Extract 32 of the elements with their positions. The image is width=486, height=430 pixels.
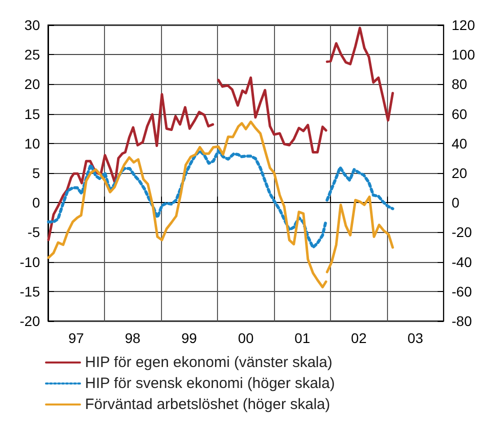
y2-tick-label: -80 xyxy=(452,313,472,329)
y-tick-label: -15 xyxy=(20,283,40,300)
x-tick-label: 02 xyxy=(351,330,367,346)
y2-tick-label: 0 xyxy=(452,194,460,211)
y2-tick-label: 60 xyxy=(452,106,468,122)
y2-tick-label: -60 xyxy=(452,283,472,300)
y2-tick-label: -40 xyxy=(452,254,472,270)
y-tick-label: 10 xyxy=(24,135,40,152)
y-tick-label: 30 xyxy=(24,17,40,33)
x-tick-label: 01 xyxy=(294,330,310,346)
y2-tick-label: -20 xyxy=(452,224,472,240)
y2-tick-label: 40 xyxy=(452,135,468,152)
x-tick-label: 98 xyxy=(124,330,141,346)
x-tick-label: 97 xyxy=(68,330,84,346)
y2-tick-label: 20 xyxy=(452,165,468,181)
y-tick-label: 20 xyxy=(24,76,40,92)
y-tick-label: 5 xyxy=(32,165,40,181)
y2-tick-label: 80 xyxy=(452,76,468,92)
legend-label: Förväntad arbetslöshet (höger skala) xyxy=(85,396,330,413)
x-tick-label: 99 xyxy=(181,330,198,346)
y-tick-label: 0 xyxy=(32,194,40,211)
y2-tick-label: 100 xyxy=(452,46,476,63)
y-tick-label: -20 xyxy=(20,313,40,329)
legend-label: HIP för egen ekonomi (vänster skala) xyxy=(85,354,332,371)
y-tick-label: -10 xyxy=(20,254,40,270)
x-tick-label: 00 xyxy=(238,330,254,346)
y-tick-label: 15 xyxy=(24,106,40,122)
y-tick-label: -5 xyxy=(28,224,40,240)
x-tick-label: 03 xyxy=(408,330,424,346)
legend-label: HIP för svensk ekonomi (höger skala) xyxy=(85,375,335,392)
y-tick-label: 25 xyxy=(24,46,40,63)
y2-tick-label: 120 xyxy=(452,17,476,33)
